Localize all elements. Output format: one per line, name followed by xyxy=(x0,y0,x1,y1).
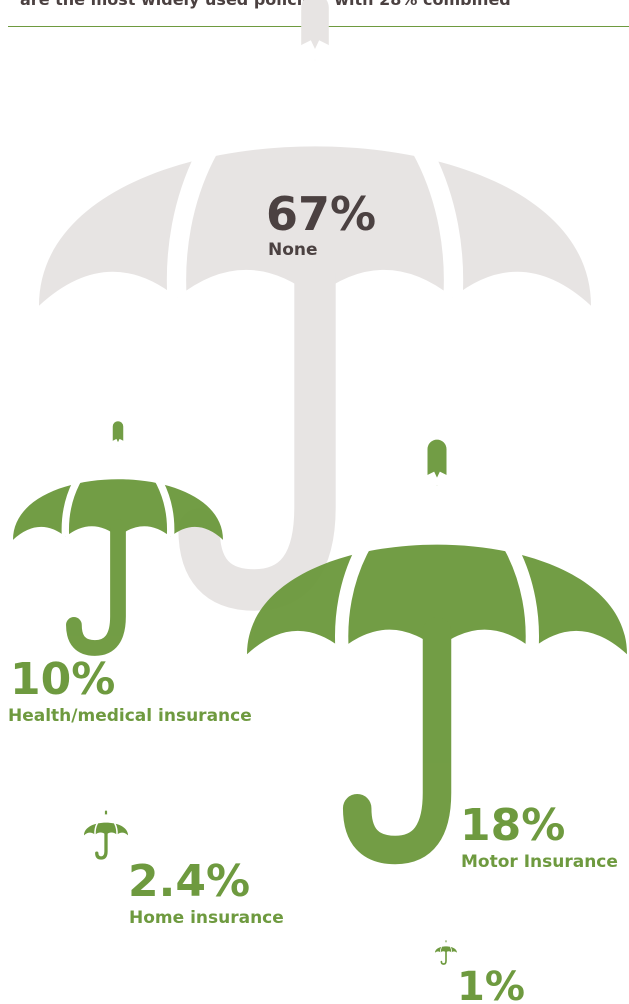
category-label-motor-insurance: Motor Insurance xyxy=(461,852,618,872)
value-label-other: 1% xyxy=(457,964,525,1004)
umbrella-icon-other xyxy=(435,940,457,965)
umbrella-icon-motor-insurance xyxy=(247,439,627,865)
umbrella-icon-health-medical-insurance xyxy=(13,421,223,656)
value-label-none: 67% xyxy=(266,187,376,241)
umbrella-icon-none xyxy=(39,0,591,611)
value-label-health-medical-insurance: 10% xyxy=(10,654,115,705)
value-label-motor-insurance: 18% xyxy=(460,800,565,851)
category-label-none: None xyxy=(268,240,318,260)
umbrella-icon-home-insurance xyxy=(84,810,128,860)
category-label-health-medical-insurance: Health/medical insurance xyxy=(8,706,252,726)
category-label-home-insurance: Home insurance xyxy=(129,908,284,928)
value-label-home-insurance: 2.4% xyxy=(128,856,250,907)
chart-subtitle: are the most widely used policies, with … xyxy=(20,0,620,10)
